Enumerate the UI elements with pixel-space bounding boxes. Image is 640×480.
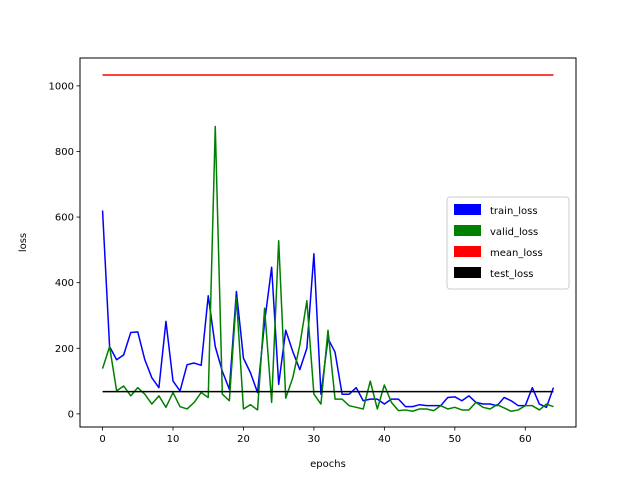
y-axis-label: loss [18,233,29,252]
legend-label-test-loss: test_loss [490,269,534,280]
x-tick-label: 30 [308,434,321,445]
x-axis-label: epochs [310,459,346,470]
legend-box [446,196,570,290]
x-tick-label: 20 [237,434,250,445]
series-layer [101,74,555,413]
x-tick-label: 50 [448,434,461,445]
legend-swatch-valid-loss [454,225,481,236]
x-tick-label: 0 [99,434,105,445]
y-tick-label: 600 [55,213,74,224]
plot-frame [79,57,577,428]
series-line-train-loss [101,210,555,409]
y-tick-label: 1000 [49,81,74,92]
legend-swatch-train-loss [454,204,481,215]
x-tick-label: 10 [167,434,180,445]
legend-swatch-test-loss [454,267,481,278]
legend-swatch-mean-loss [454,246,481,257]
x-tick-label: 60 [519,434,532,445]
x-tick-label: 40 [378,434,391,445]
legend-label-train-loss: train_loss [490,206,538,217]
legend-label-valid-loss: valid_loss [490,227,538,238]
series-line-valid-loss [101,125,554,413]
y-tick-label: 0 [68,409,74,420]
y-tick-label: 200 [55,344,74,355]
legend: train_loss valid_loss mean_loss test_loss [446,196,570,290]
legend-label-mean-loss: mean_loss [490,248,543,259]
y-tick-label: 400 [55,278,74,289]
y-tick-label: 800 [55,147,74,158]
